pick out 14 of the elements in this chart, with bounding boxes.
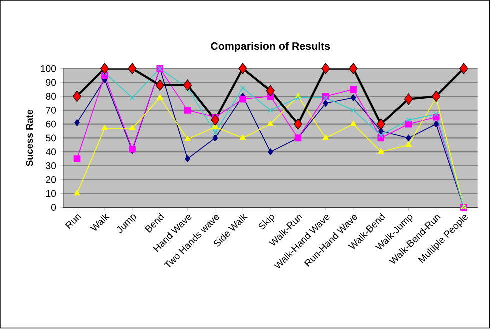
y-tick-label: 40 bbox=[46, 148, 56, 156]
y-tick-label: 100 bbox=[41, 66, 56, 72]
y-tick-label: 70 bbox=[46, 107, 56, 114]
y-tick-label: 10 bbox=[46, 190, 56, 198]
y-tick-label: 0 bbox=[51, 204, 56, 212]
y-tick-label: 30 bbox=[46, 162, 56, 170]
y-axis-title: Sucess Rate bbox=[26, 110, 34, 167]
y-tick-label: 60 bbox=[46, 121, 56, 128]
y-tick-label: 80 bbox=[46, 93, 56, 100]
y-tick-label: 90 bbox=[46, 79, 56, 86]
y-tick-label: 50 bbox=[46, 134, 56, 142]
y-tick-label: 20 bbox=[46, 176, 56, 184]
x-tick-label: Run bbox=[65, 214, 82, 230]
chart-title: Comparision of Results bbox=[211, 42, 330, 52]
